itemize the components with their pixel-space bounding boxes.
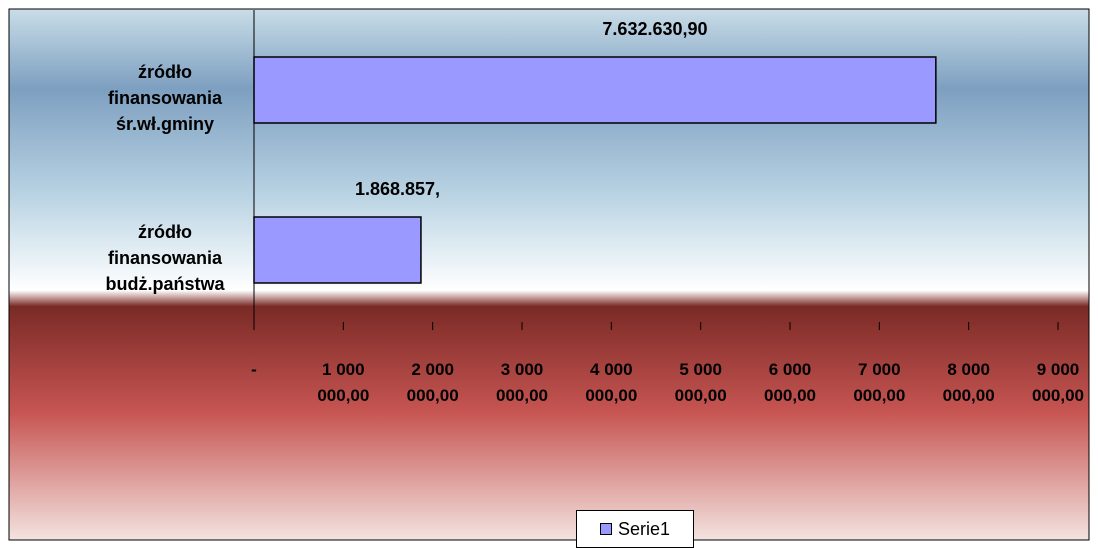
x-tick-label: 2 000 000,00	[406, 360, 459, 405]
bar	[253, 56, 937, 124]
y-tick-label: źródło finansowania budż.państwa	[105, 222, 225, 294]
x-tick-label: 1 000 000,00	[317, 360, 370, 405]
x-tick-label: 9 000 000,00	[1032, 360, 1084, 405]
y-tick-label: źródło finansowania śr.wł.gminy	[107, 62, 223, 134]
x-tick-label: 4 000 000,00	[585, 360, 638, 405]
legend-swatch	[599, 523, 612, 535]
legend-label: Serie1	[617, 518, 671, 539]
data-label: 1.868.857,	[354, 179, 441, 199]
legend: Serie1	[576, 510, 694, 548]
x-tick-label: 8 000 000,00	[942, 360, 995, 405]
x-tick-label: 6 000 000,00	[764, 360, 816, 405]
data-label: 7.632.630,90	[602, 19, 708, 39]
x-tick-label: 5 000 000,00	[674, 360, 727, 405]
x-tick-label: 3 000 000,00	[496, 360, 548, 405]
x-tick-label: 7 000 000,00	[853, 360, 906, 405]
x-tick-label: -	[251, 360, 257, 379]
bar	[253, 216, 422, 284]
